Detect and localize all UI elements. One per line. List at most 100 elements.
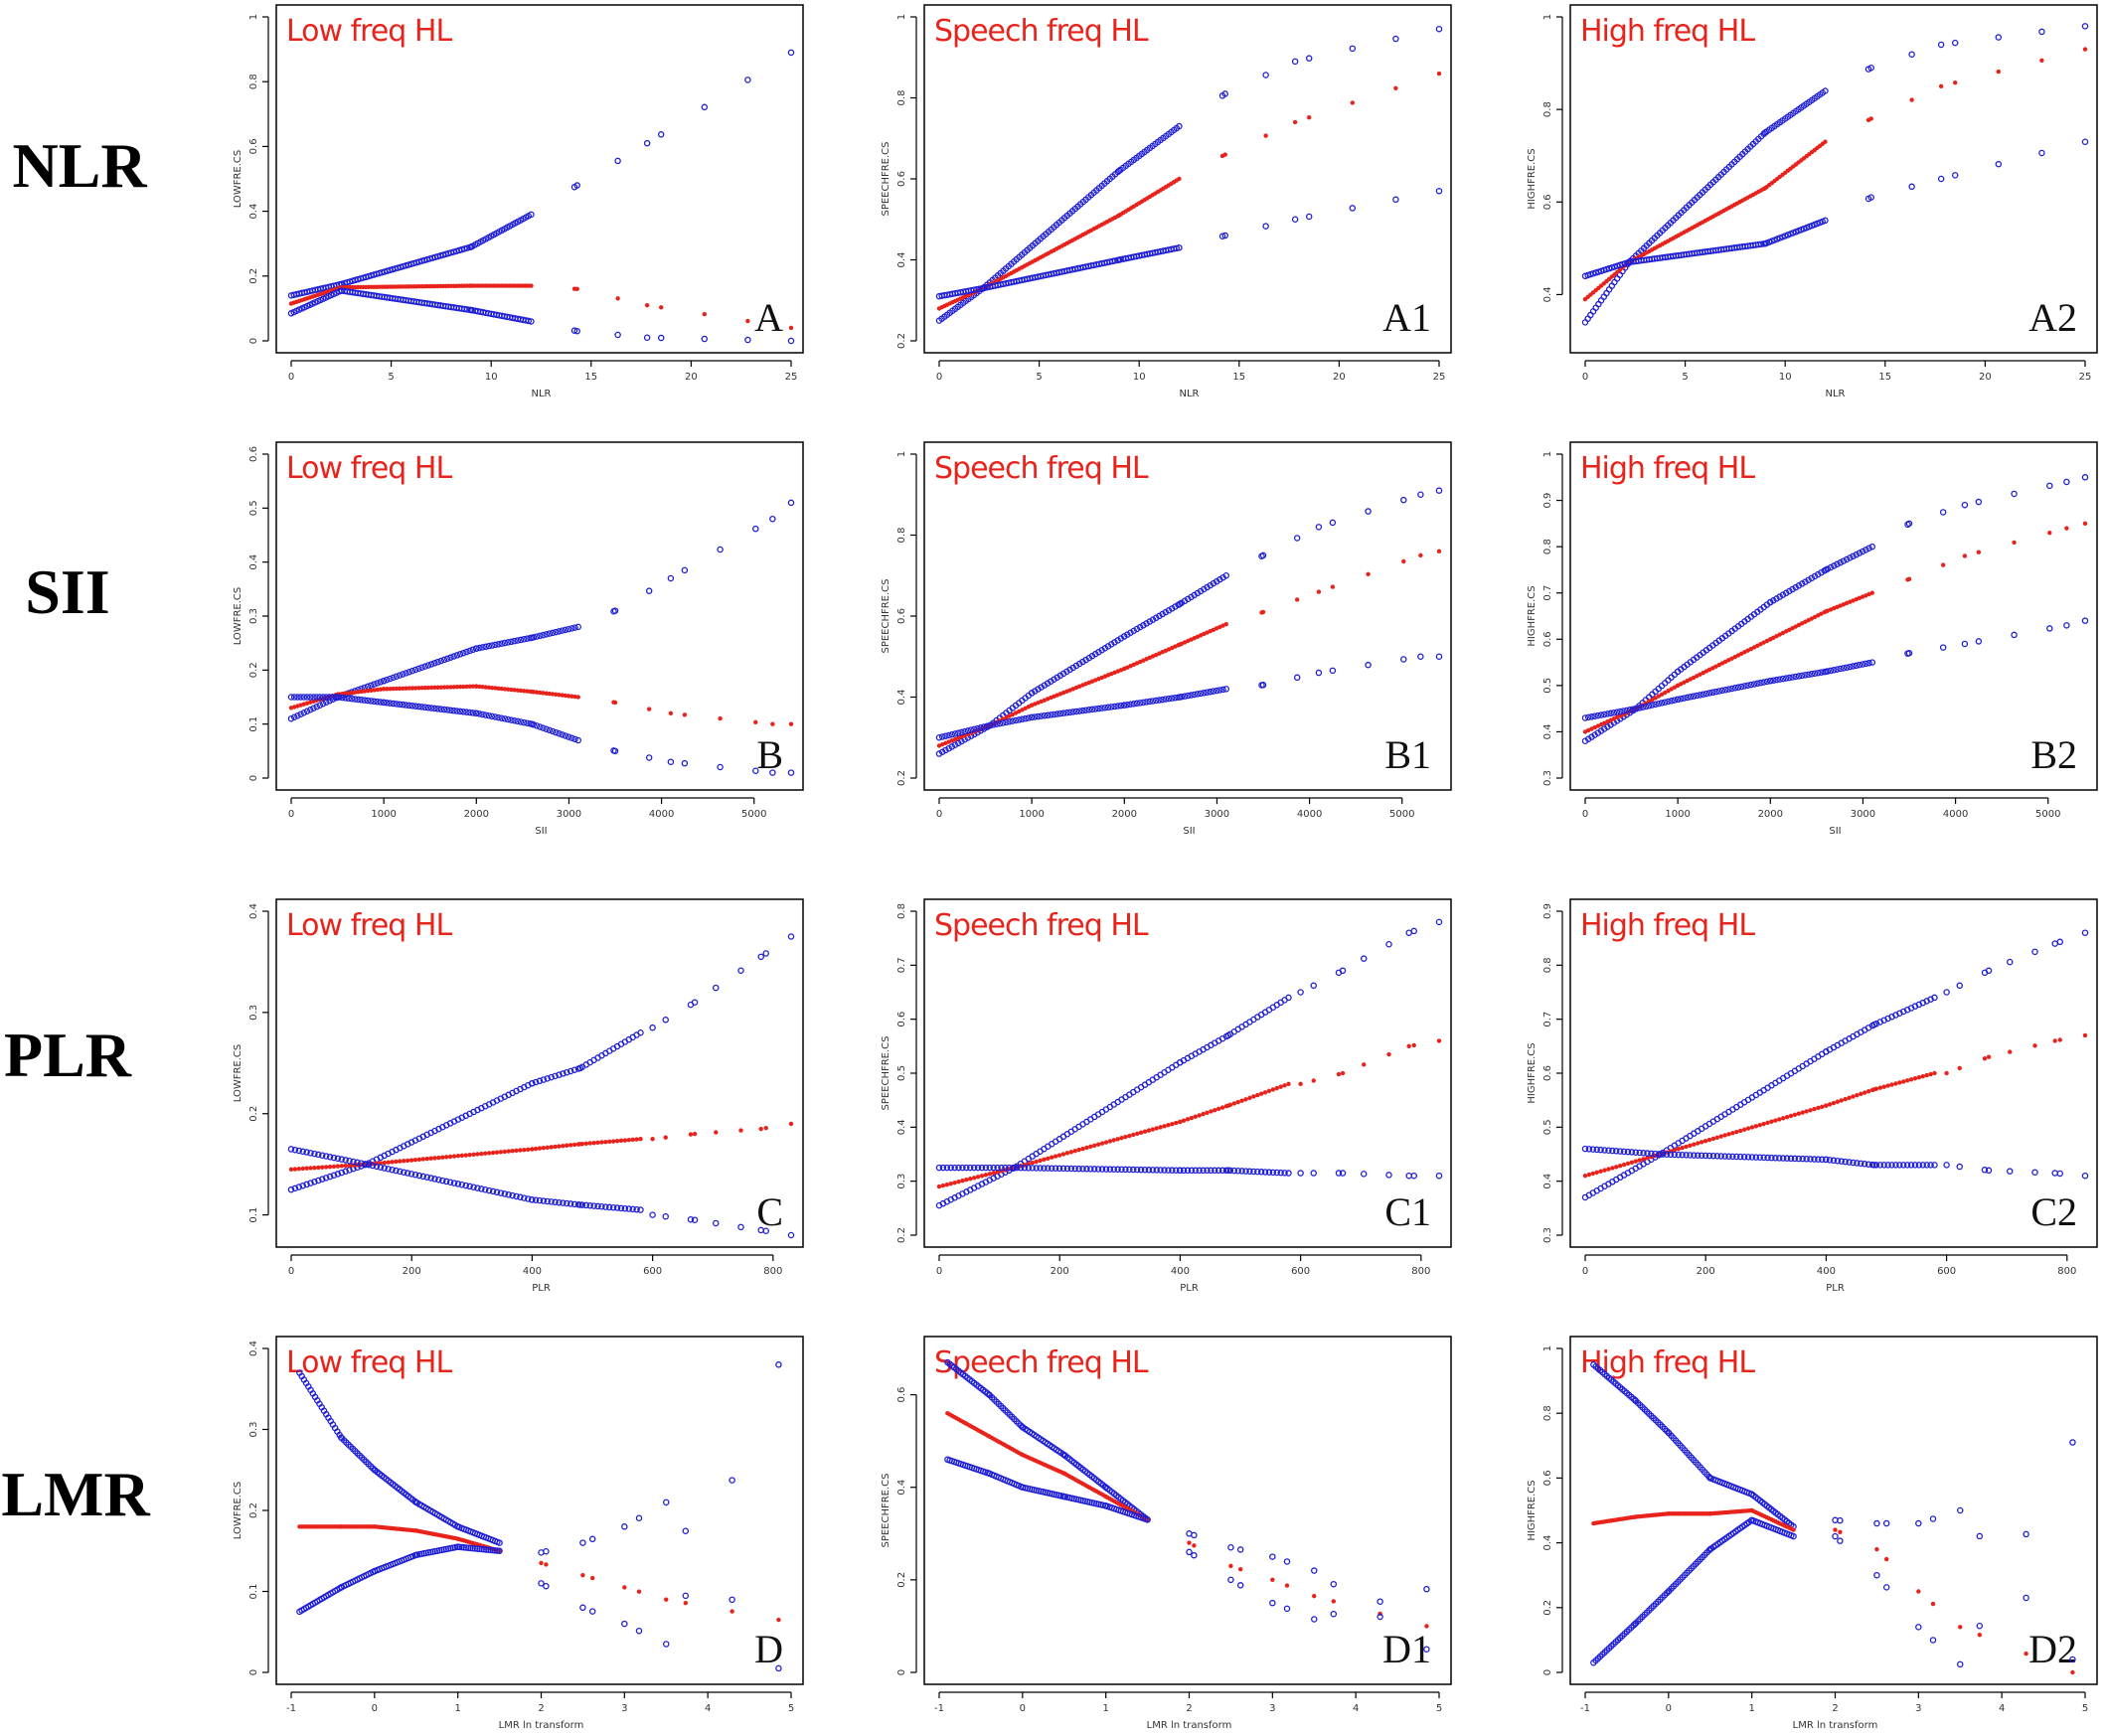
ci-lower-point: [1832, 1516, 1839, 1524]
ci-upper-point: [1956, 982, 1963, 990]
x-tick-label: 1000: [1665, 809, 1690, 820]
y-tick-label: 0.6: [896, 1012, 907, 1027]
estimate-point: [539, 1560, 544, 1566]
x-tick-label: 4000: [1943, 809, 1968, 820]
estimate-point: [467, 684, 472, 690]
y-tick-label: 0.2: [896, 333, 907, 349]
estimate-point: [1637, 1158, 1642, 1163]
ci-upper-point: [1186, 1548, 1193, 1556]
ci-lower-point: [1795, 673, 1803, 680]
ci-lower-point: [501, 1190, 509, 1197]
estimate-point: [1762, 186, 1768, 191]
ci-upper-point: [511, 637, 518, 645]
panel-letter: C1: [1384, 1189, 1431, 1234]
ci-lower-point: [935, 734, 943, 741]
estimate-point: [451, 1154, 457, 1159]
estimate-point: [343, 1163, 348, 1169]
estimate-point: [304, 1166, 309, 1171]
ci-lower-point: [1908, 183, 1915, 191]
ci-lower-point: [1216, 687, 1223, 694]
ci-lower-point: [1038, 712, 1045, 719]
estimate-point: [515, 688, 520, 693]
ci-upper-point: [454, 1523, 461, 1530]
ci-lower-point: [1180, 1167, 1188, 1175]
ci-upper-point: [567, 1067, 574, 1075]
estimate-point: [352, 690, 358, 695]
ci-upper-point: [1789, 585, 1796, 593]
ci-lower-point: [313, 694, 320, 701]
estimate-point: [1672, 1148, 1678, 1153]
ci-lower-point: [1709, 689, 1716, 697]
ci-lower-point: [492, 713, 499, 720]
ci-lower-point: [363, 1161, 371, 1168]
estimate-point: [404, 686, 408, 691]
ci-lower-point: [412, 1551, 419, 1559]
ci-lower-point: [729, 1596, 735, 1604]
ci-lower-point: [1609, 1147, 1616, 1155]
estimate-point: [1262, 1090, 1268, 1095]
estimate-point: [1219, 1105, 1225, 1110]
ci-lower-point: [315, 1151, 322, 1159]
y-tick-label: 0.3: [1542, 770, 1553, 786]
ci-lower-point: [354, 1159, 361, 1167]
ci-upper-point: [565, 625, 572, 633]
panel-frame: [923, 441, 1452, 791]
ci-lower-point: [1674, 696, 1682, 704]
ci-upper-point: [1868, 543, 1876, 551]
estimate-point: [343, 691, 348, 697]
ci-lower-point: [1628, 1149, 1636, 1156]
ci-lower-point: [456, 708, 464, 715]
ci-upper-point: [1951, 39, 1959, 47]
estimate-point: [626, 1138, 631, 1143]
y-tick-label: 1: [1542, 1345, 1553, 1351]
y-tick-label: 0: [248, 338, 259, 344]
ci-lower-point: [1141, 1166, 1149, 1174]
x-tick-label: 15: [1232, 372, 1245, 383]
ci-lower-point: [1281, 1170, 1288, 1177]
ci-lower-point: [371, 1567, 379, 1575]
estimate-point: [409, 686, 415, 691]
ci-lower-point: [1017, 1164, 1025, 1172]
y-tick-label: 0.4: [896, 1480, 907, 1496]
ci-upper-point: [517, 636, 525, 644]
estimate-point: [1362, 1062, 1367, 1067]
ci-lower-point: [1159, 696, 1166, 704]
panel-title: Low freq HL: [286, 14, 452, 49]
ci-upper-point: [520, 636, 528, 643]
ci-lower-point: [1684, 694, 1691, 702]
y-tick-label: 0.6: [248, 138, 259, 154]
estimate-point: [1266, 1088, 1272, 1094]
ci-lower-point: [1019, 1484, 1027, 1491]
estimate-point: [1072, 1148, 1077, 1154]
ci-lower-point: [1814, 669, 1822, 677]
estimate-point: [1633, 1159, 1638, 1164]
ci-lower-point: [2031, 1169, 2038, 1176]
ci-upper-point: [1152, 614, 1160, 622]
ci-upper-point: [1786, 587, 1793, 595]
ci-upper-point: [1291, 58, 1299, 66]
estimate-point: [1282, 1083, 1287, 1088]
ci-upper-point: [412, 1499, 419, 1506]
ci-lower-point: [1588, 713, 1595, 720]
ci-lower-point: [1329, 667, 1337, 675]
estimate-point: [1666, 1511, 1672, 1516]
ci-upper-point: [1905, 520, 1913, 528]
ci-lower-point: [485, 712, 493, 719]
ci-upper-point: [576, 1064, 584, 1072]
estimate-point: [416, 686, 421, 691]
ci-upper-point: [556, 628, 563, 635]
x-tick-label: 4: [705, 1703, 711, 1714]
estimate-point: [474, 684, 479, 689]
estimate-point: [987, 1172, 992, 1177]
estimate-point: [1331, 1599, 1337, 1604]
panel-letter: A1: [1382, 295, 1431, 340]
ci-lower-point: [540, 1197, 548, 1204]
estimate-point: [1436, 1038, 1442, 1043]
estimate-point: [1800, 1110, 1805, 1115]
ci-lower-point: [1850, 663, 1857, 670]
estimate-point: [372, 688, 377, 693]
ci-lower-point: [1124, 701, 1131, 709]
ci-upper-point: [393, 673, 401, 680]
estimate-point: [451, 685, 456, 690]
ci-lower-point: [1417, 653, 1424, 661]
